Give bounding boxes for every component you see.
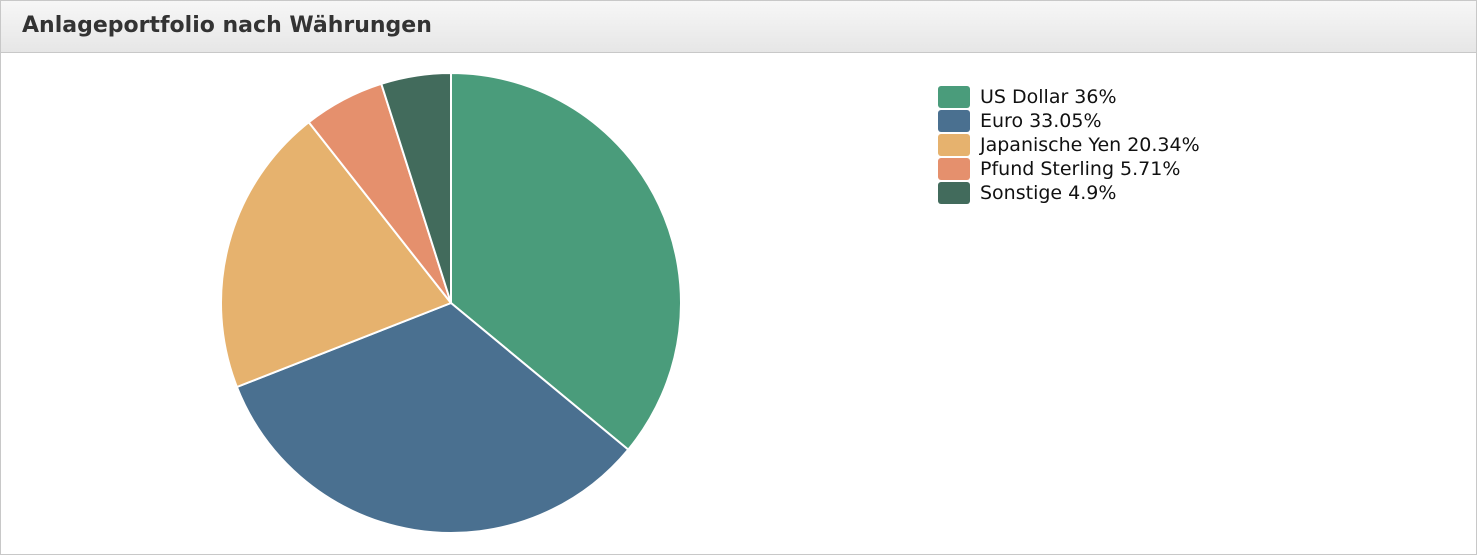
legend-entry: Japanische Yen 20.34% [979, 134, 1200, 156]
legend-swatch [938, 86, 970, 108]
legend-value: 4.9% [1068, 182, 1116, 204]
legend-swatch [938, 134, 970, 156]
legend-entry: Pfund Sterling 5.71% [980, 158, 1180, 180]
pie-slice [220, 120, 453, 389]
legend-entry: Euro 33.05% [980, 110, 1102, 132]
legend-label: Pfund Sterling [980, 158, 1114, 180]
legend-label: Sonstige [980, 182, 1062, 204]
legend-swatch [938, 158, 970, 180]
legend-entry: US Dollar 36% [980, 86, 1117, 108]
legend-value: 36% [1074, 86, 1116, 108]
legend-swatch [938, 182, 970, 204]
legend-value: 33.05% [1029, 110, 1101, 132]
legend-label: Euro [980, 110, 1023, 132]
chart-title: Anlageportfolio nach Währungen [22, 13, 432, 38]
legend-label: US Dollar [980, 86, 1068, 108]
legend: US Dollar 36% Euro 33.05%Japanische Yen 20.3… [938, 86, 1200, 204]
pie-slice [450, 71, 682, 452]
panel-header [0, 0, 1477, 53]
legend-swatch [938, 110, 970, 132]
legend-value: 20.34% [1127, 134, 1199, 156]
pie-slice [380, 71, 452, 304]
legend-label: Japanische Yen [979, 134, 1121, 156]
pie [220, 71, 682, 534]
pie-slice [235, 301, 630, 534]
legend-value: 5.71% [1120, 158, 1180, 180]
legend-entry: Sonstige 4.9% [980, 182, 1116, 204]
